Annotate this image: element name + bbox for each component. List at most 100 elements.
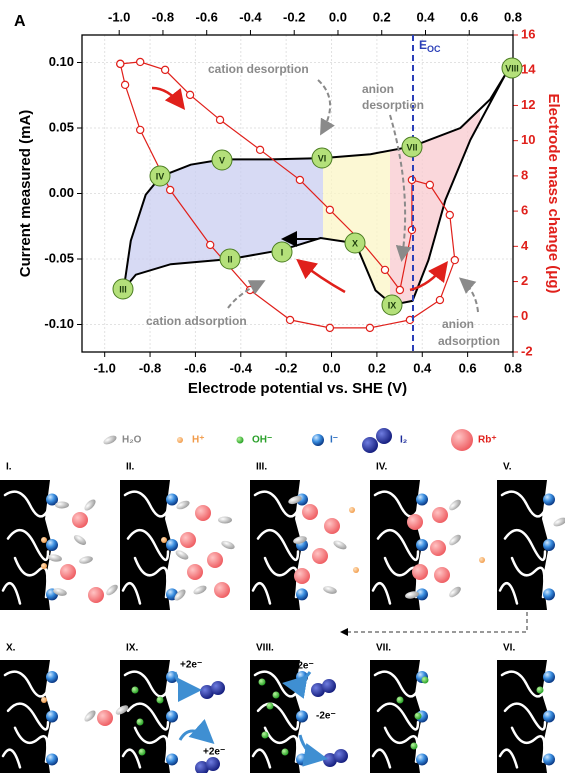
- y2-tick-label: 0: [521, 308, 528, 323]
- x2-tick-label: -0.8: [152, 9, 174, 24]
- y2-tick-label: 6: [521, 203, 528, 218]
- legend-label: I₂: [400, 435, 407, 446]
- rubidium: [195, 505, 211, 521]
- annotation: cation adsorption: [146, 314, 247, 328]
- rubidium: [88, 587, 104, 603]
- x2-tick-label: 0.8: [504, 9, 522, 24]
- panel-label: III.: [256, 462, 267, 473]
- panel-label: V.: [503, 462, 512, 473]
- x2-tick-label: 0.2: [373, 9, 391, 24]
- electron-label: +2e⁻: [180, 660, 202, 671]
- series-marker: [408, 176, 415, 183]
- iodine: [206, 757, 220, 771]
- series-marker: [286, 316, 293, 323]
- y2-tick-label: 4: [521, 238, 529, 253]
- series-marker: [396, 286, 403, 293]
- iodide: [166, 753, 178, 765]
- legend-label: H⁺: [192, 435, 205, 446]
- legend-label: OH⁻: [252, 435, 272, 446]
- proton: [161, 537, 167, 543]
- rubidium: [451, 429, 473, 451]
- proton: [177, 437, 183, 443]
- hydroxide: [411, 743, 418, 750]
- panel-letter: A: [14, 13, 26, 30]
- point-label: I: [281, 247, 284, 257]
- panel-label: VIII.: [256, 643, 274, 654]
- rubidium: [432, 507, 448, 523]
- x-tick-label: 0.2: [368, 360, 386, 375]
- y-axis-label: Current measured (mA): [17, 110, 34, 278]
- water: [83, 498, 98, 513]
- hydroxide: [237, 437, 244, 444]
- iodide: [46, 753, 58, 765]
- x-tick-label: 0.8: [504, 360, 522, 375]
- proton: [349, 507, 355, 513]
- annotation: anion: [442, 317, 474, 331]
- panel-label: I.: [6, 462, 12, 473]
- arrow: [175, 672, 196, 690]
- series-marker: [137, 58, 144, 65]
- electron-label: -2e⁻: [294, 661, 314, 672]
- water: [220, 539, 236, 551]
- iodine: [334, 749, 348, 763]
- iodide: [543, 753, 555, 765]
- x2-tick-label: 0.4: [416, 9, 435, 24]
- y2-tick-label: 10: [521, 132, 535, 147]
- point-label: II: [227, 254, 232, 264]
- iodine: [376, 428, 392, 444]
- iodine: [322, 679, 336, 693]
- hydroxide: [262, 732, 269, 739]
- panel-label: IV.: [376, 462, 388, 473]
- y-tick-label: 0.10: [49, 54, 74, 69]
- water: [447, 498, 462, 512]
- x2-tick-label: -0.6: [196, 9, 218, 24]
- x2-tick-label: 0.6: [460, 9, 478, 24]
- rubidium: [60, 564, 76, 580]
- series-marker: [366, 324, 373, 331]
- y-tick-label: -0.05: [44, 250, 74, 265]
- y2-tick-label: 2: [521, 273, 528, 288]
- series-marker: [451, 256, 458, 263]
- figure: A -1.0-0.8-0.6-0.4-0.20.00.20.40.60.8-1.…: [0, 0, 565, 773]
- y2-tick-label: 12: [521, 97, 535, 112]
- water: [447, 533, 462, 547]
- annotation: anion: [362, 82, 394, 96]
- eoc-e: E: [419, 38, 427, 52]
- proton: [41, 697, 47, 703]
- point-label: III: [119, 284, 127, 294]
- x-tick-label: -0.2: [275, 360, 297, 375]
- water: [72, 533, 87, 547]
- arrow: [180, 731, 210, 740]
- y-tick-label: 0.05: [49, 119, 74, 134]
- rubidium: [207, 552, 223, 568]
- proton: [41, 537, 47, 543]
- water: [322, 585, 337, 595]
- iodide: [416, 753, 428, 765]
- iodide: [166, 539, 178, 551]
- iodide: [543, 711, 555, 723]
- water: [218, 517, 232, 524]
- proton: [479, 557, 485, 563]
- hydroxide: [157, 697, 164, 704]
- x2-tick-label: -1.0: [108, 9, 130, 24]
- series-marker: [296, 176, 303, 183]
- iodide: [416, 494, 428, 506]
- hydroxide: [422, 677, 429, 684]
- arrow: [318, 80, 330, 132]
- annotation: cation desorption: [208, 62, 309, 76]
- water: [174, 549, 190, 562]
- x2-tick-label: -0.4: [239, 9, 262, 24]
- x-tick-label: -1.0: [93, 360, 115, 375]
- hydroxide: [273, 692, 280, 699]
- rubidium: [294, 568, 310, 584]
- hydroxide: [137, 719, 144, 726]
- legend-label: I⁻: [330, 435, 338, 446]
- series-marker: [446, 211, 453, 218]
- x-tick-label: 0.6: [459, 360, 477, 375]
- direction-arrow: [152, 88, 182, 106]
- series-marker: [117, 60, 124, 67]
- iodide: [296, 753, 308, 765]
- iodide: [543, 539, 555, 551]
- hydroxide: [132, 687, 139, 694]
